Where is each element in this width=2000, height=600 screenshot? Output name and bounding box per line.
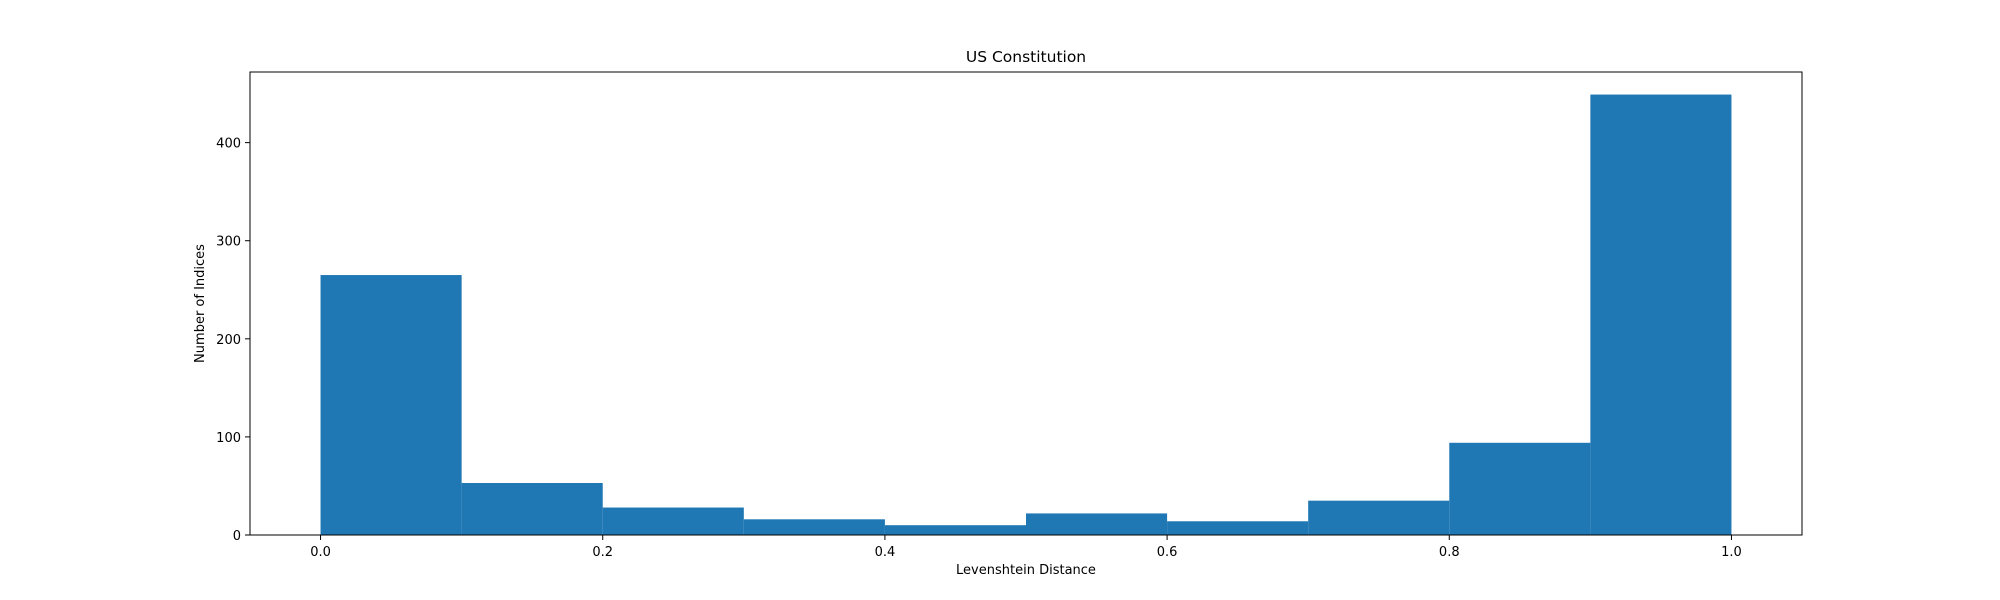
x-tick-label: 0.6 [1157, 545, 1178, 560]
histogram-bar [602, 507, 744, 535]
y-tick-label: 300 [216, 235, 241, 250]
histogram-bar [1026, 513, 1168, 535]
x-tick-label: 0.0 [310, 545, 331, 560]
histogram-bar [1308, 500, 1450, 535]
histogram-bar [461, 483, 603, 535]
plot-frame [249, 71, 1803, 536]
x-tick-label: 0.4 [875, 545, 896, 560]
bars-group [320, 94, 1732, 536]
x-tick-label: 1.0 [1721, 545, 1742, 560]
histogram-bar [320, 275, 462, 535]
y-tick-label: 400 [216, 137, 241, 152]
y-axis-label: Number of Indices [193, 244, 208, 363]
y-tick-label: 0 [233, 529, 241, 544]
y-tick-label: 100 [216, 431, 241, 446]
x-tick-label: 0.8 [1439, 545, 1460, 560]
histogram-bar [1590, 94, 1732, 536]
y-axis-ticks: 0 100 200 300 400 [216, 137, 250, 544]
y-tick-label: 200 [216, 333, 241, 348]
x-axis-ticks: 0.0 0.2 0.4 0.6 0.8 1.0 [310, 535, 1742, 560]
histogram-bar [884, 525, 1026, 535]
histogram-bar [743, 519, 885, 535]
histogram-bar [1167, 521, 1309, 535]
histogram-bar [1449, 442, 1591, 535]
x-tick-label: 0.2 [592, 545, 613, 560]
chart-title: US Constitution [966, 48, 1086, 66]
x-axis-label: Levenshtein Distance [956, 563, 1096, 578]
